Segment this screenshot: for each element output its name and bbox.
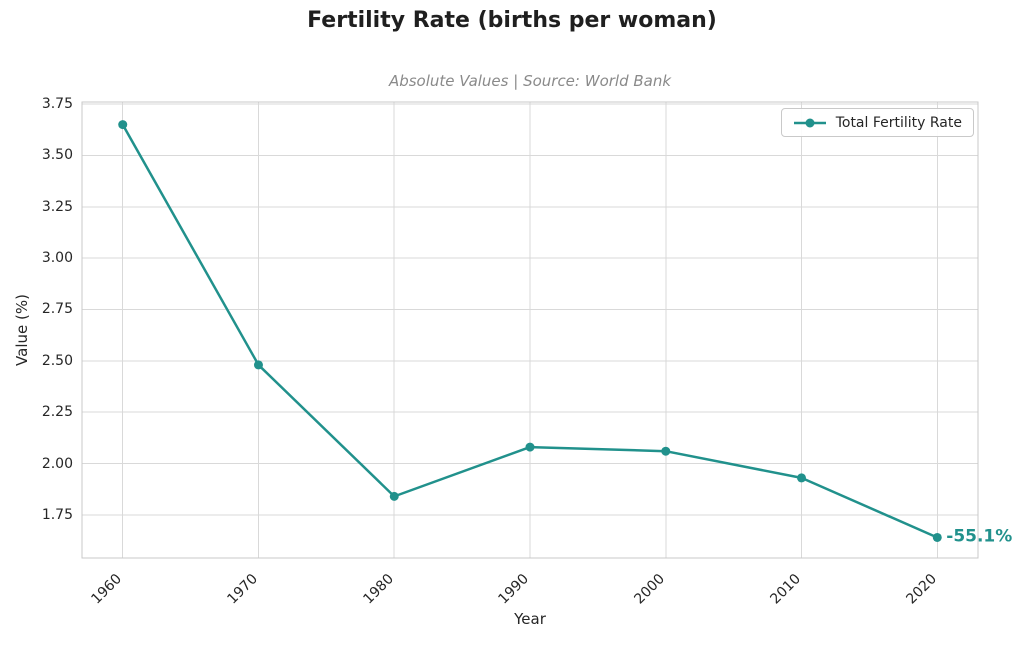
data-point-marker: [118, 120, 128, 130]
y-axis-label: Value (%): [13, 294, 31, 366]
data-point-marker: [253, 360, 263, 370]
legend-label: Total Fertility Rate: [835, 114, 962, 131]
data-point-marker: [932, 532, 942, 542]
data-point-marker: [661, 446, 671, 456]
legend: Total Fertility Rate: [780, 108, 974, 137]
x-axis-label: Year: [514, 610, 546, 628]
data-point-marker: [797, 473, 807, 483]
chart-title: Fertility Rate (births per woman): [307, 8, 717, 33]
legend-line-marker-icon: [793, 118, 826, 127]
pct-change-annotation: -55.1%: [946, 527, 1013, 548]
axes-border: [81, 101, 979, 559]
data-point-marker: [389, 491, 399, 501]
chart-subtitle: Absolute Values | Source: World Bank: [388, 72, 672, 90]
data-point-marker: [525, 442, 535, 452]
